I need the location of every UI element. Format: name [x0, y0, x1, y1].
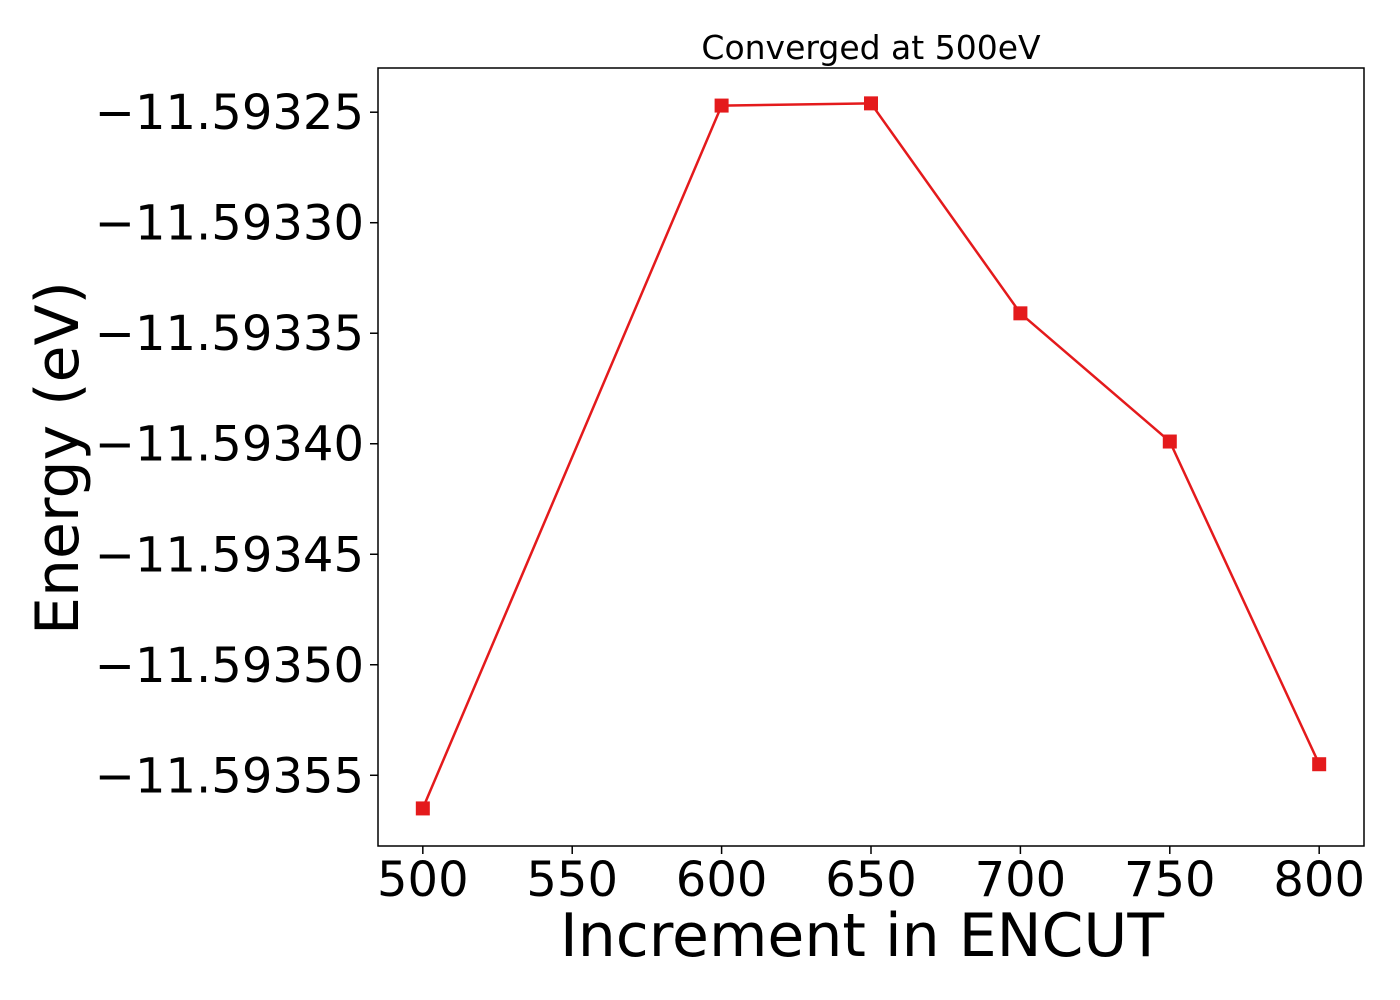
x-tick-label: 500 [377, 852, 469, 908]
x-axis: 500 550 600 650 700 750 800 [377, 846, 1365, 908]
data-point-marker [864, 96, 878, 111]
x-axis-label: Increment in ENCUT [560, 901, 1164, 971]
series-energy [415, 96, 1327, 816]
y-axis: −11.59325 −11.59330 −11.59335 −11.59340 −11.… [95, 85, 378, 804]
y-tick-label: −11.59345 [95, 527, 364, 583]
x-tick-label: 600 [676, 852, 768, 908]
y-tick-label: −11.59350 [95, 638, 364, 694]
y-tick-label: −11.59335 [95, 306, 364, 362]
data-point-marker [415, 801, 430, 816]
plot-area-frame [377, 67, 1365, 847]
data-point-marker [1013, 306, 1028, 321]
y-tick-label: −11.59340 [95, 417, 364, 473]
y-tick-label: −11.59355 [95, 748, 364, 804]
x-tick-label: 650 [825, 852, 917, 908]
data-point-marker [714, 98, 729, 113]
y-axis-label: Energy (eV) [23, 281, 93, 635]
data-point-marker [1162, 434, 1177, 449]
x-tick-label: 550 [526, 852, 618, 908]
series-line [421, 102, 1321, 809]
y-tick-label: −11.59330 [95, 196, 364, 252]
x-tick-label: 800 [1273, 852, 1365, 908]
x-tick-label: 750 [1124, 852, 1216, 908]
chart-title: Converged at 500eV [701, 28, 1041, 67]
data-point-marker [1312, 757, 1327, 772]
y-tick-label: −11.59325 [95, 85, 364, 141]
x-tick-label: 700 [975, 852, 1067, 908]
